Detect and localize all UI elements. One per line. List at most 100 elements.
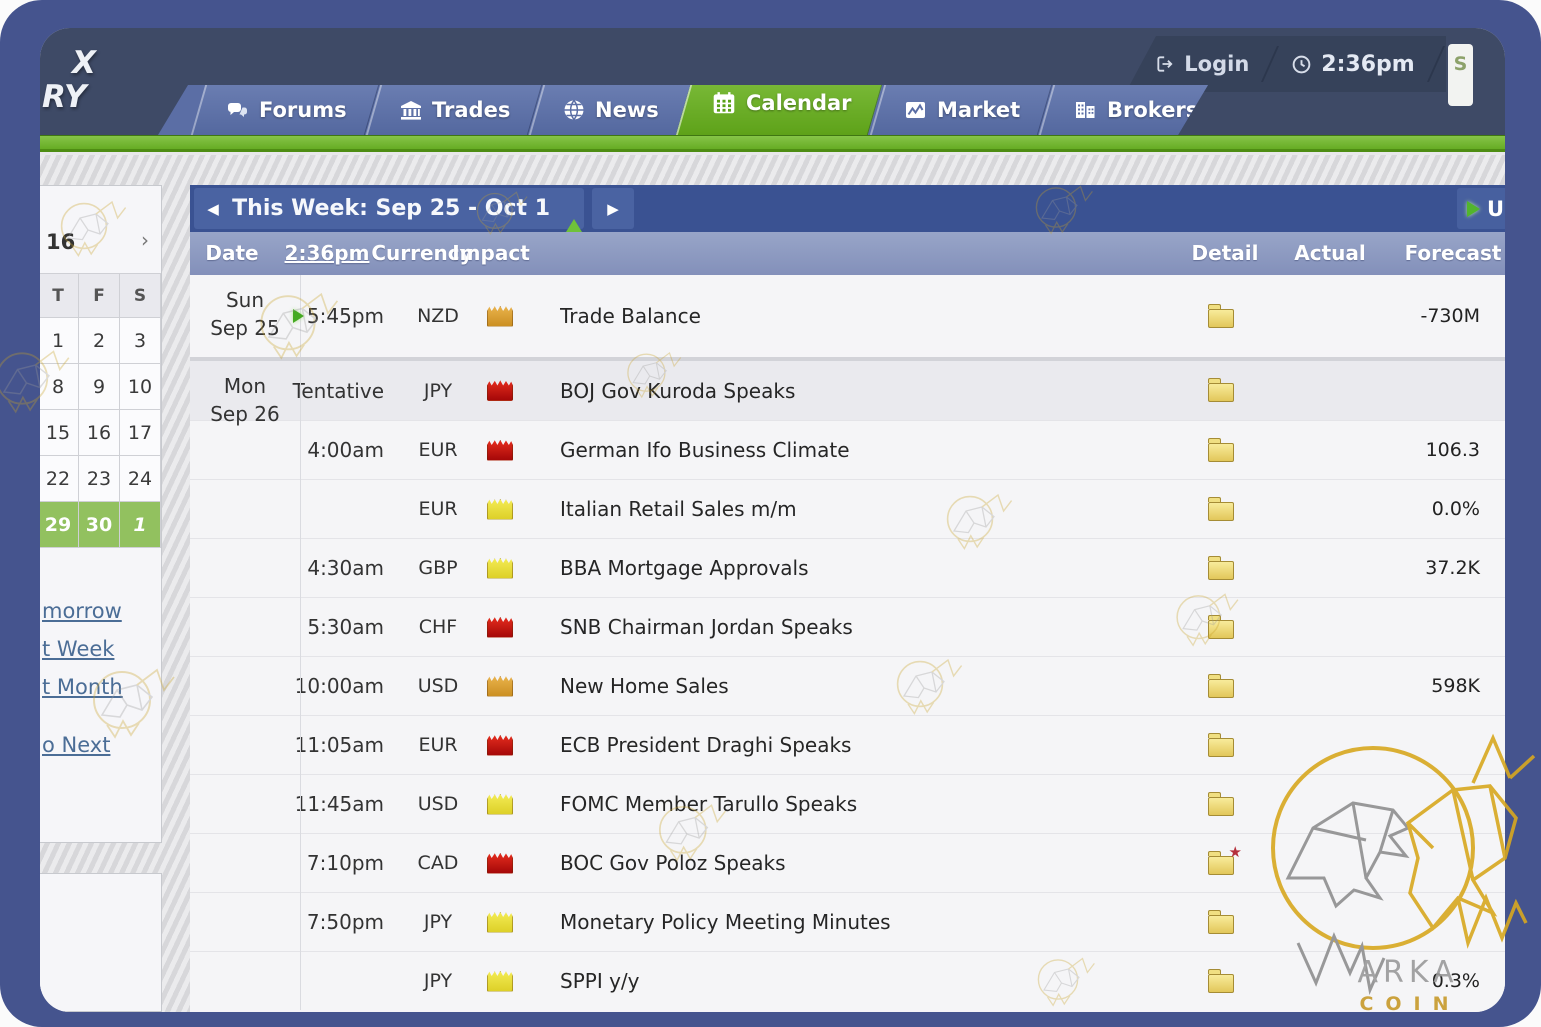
detail-cell[interactable] (1189, 673, 1253, 698)
detail-cell[interactable] (1189, 555, 1253, 580)
calendar-day[interactable]: 15 (40, 410, 79, 456)
detail-cell[interactable] (1189, 968, 1253, 993)
up-next-button[interactable]: U (1457, 188, 1505, 229)
calendar-day[interactable]: 1 (40, 318, 79, 364)
search-box-fragment[interactable]: S (1448, 44, 1473, 106)
calendar-day-current-week[interactable]: 30 (79, 502, 120, 548)
prev-week-arrow[interactable]: ◀ (207, 199, 219, 218)
tab-brokers[interactable]: Brokers (1039, 85, 1231, 135)
detail-cell[interactable] (1189, 432, 1253, 462)
table-row[interactable]: JPY SPPI y/y 0.3% (190, 951, 1505, 1010)
calendar-day[interactable]: 10 (120, 364, 161, 410)
calendar-day[interactable]: 2 (79, 318, 120, 364)
event-title[interactable]: BOC Gov Poloz Speaks (560, 851, 786, 875)
forexfactory-logo[interactable]: X RY (42, 46, 97, 114)
detail-cell[interactable] (1189, 378, 1253, 402)
tab-brokers-label: Brokers (1107, 98, 1199, 122)
table-row[interactable]: 11:05am EUR ECB President Draghi Speaks (190, 715, 1505, 774)
table-row[interactable]: 5:45pm NZD Trade Balance -730M (190, 275, 1505, 357)
event-title[interactable]: BOJ Gov Kuroda Speaks (560, 378, 796, 403)
tab-forums[interactable]: Forums (191, 85, 379, 135)
folder-icon[interactable] (1208, 555, 1234, 580)
table-row[interactable]: 4:00am EUR German Ifo Business Climate 1… (190, 420, 1505, 479)
table-row[interactable]: 7:50pm JPY Monetary Policy Meeting Minut… (190, 892, 1505, 951)
impact-icon (487, 793, 513, 815)
search-fragment-label: S (1453, 53, 1468, 75)
event-forecast: 106.3 (1425, 439, 1480, 461)
folder-icon[interactable] (1208, 303, 1234, 328)
folder-icon[interactable] (1208, 432, 1240, 462)
event-title[interactable]: SPPI y/y (560, 969, 640, 993)
event-currency: USD (417, 793, 459, 815)
next-month-arrow[interactable]: › (141, 228, 149, 252)
calendar-day[interactable]: 22 (40, 456, 79, 502)
impact-cell (480, 675, 520, 697)
calendar-day[interactable]: 23 (79, 456, 120, 502)
event-title[interactable]: German Ifo Business Climate (560, 438, 850, 462)
folder-icon[interactable] (1208, 909, 1234, 934)
tab-calendar-label: Calendar (745, 91, 852, 115)
table-row[interactable]: 5:30am CHF SNB Chairman Jordan Speaks (190, 597, 1505, 656)
calendar-day[interactable]: 24 (120, 456, 161, 502)
sidebar-lower-panel (40, 873, 162, 1012)
calendar-day-current-week[interactable]: 29 (40, 502, 79, 548)
economic-calendar: ◀ This Week: Sep 25 - Oct 1 ▶ U Date 2:3… (190, 185, 1505, 1012)
tab-market-label: Market (937, 98, 1021, 122)
detail-cell[interactable] (1189, 909, 1253, 934)
folder-icon[interactable] (1208, 614, 1234, 639)
calendar-day[interactable]: 9 (79, 364, 120, 410)
event-title[interactable]: Monetary Policy Meeting Minutes (560, 910, 891, 934)
login-button[interactable]: Login (1135, 52, 1269, 76)
tab-trades[interactable]: Trades (365, 85, 542, 135)
tab-news[interactable]: News (529, 85, 691, 135)
col-time-link[interactable]: 2:36pm (284, 241, 370, 265)
table-row[interactable]: 10:00am USD New Home Sales 598K (190, 656, 1505, 715)
detail-cell[interactable] (1189, 791, 1253, 816)
sidebar-gap (40, 843, 162, 873)
brokers-icon (1072, 98, 1098, 122)
event-title[interactable]: New Home Sales (560, 674, 729, 698)
day-header: T (40, 274, 79, 318)
table-row[interactable]: 7:10pm CAD BOC Gov Poloz Speaks (190, 833, 1505, 892)
tab-market[interactable]: Market (870, 85, 1052, 135)
detail-cell[interactable] (1189, 843, 1253, 875)
detail-cell[interactable] (1189, 614, 1253, 639)
calendar-day[interactable]: 16 (79, 410, 120, 456)
calendar-day[interactable]: 8 (40, 364, 79, 410)
folder-icon[interactable] (1208, 968, 1234, 993)
event-time-label: 11:45am (294, 792, 384, 816)
calendar-day[interactable]: 17 (120, 410, 161, 456)
link-next-week[interactable]: t Week (42, 637, 115, 661)
event-title[interactable]: SNB Chairman Jordan Speaks (560, 615, 853, 639)
detail-cell[interactable] (1189, 496, 1253, 521)
event-time-label: 4:30am (307, 556, 384, 580)
tab-calendar[interactable]: Calendar (675, 71, 885, 135)
table-row[interactable]: 4:30am GBP BBA Mortgage Approvals 37.2K (190, 538, 1505, 597)
folder-icon[interactable] (1208, 843, 1242, 875)
folder-icon[interactable] (1208, 791, 1234, 816)
link-tomorrow[interactable]: morrow (42, 599, 122, 623)
folder-icon[interactable] (1208, 727, 1240, 757)
link-go-to-next[interactable]: o Next (42, 733, 111, 757)
event-title[interactable]: Trade Balance (560, 304, 701, 328)
event-title[interactable]: ECB President Draghi Speaks (560, 733, 852, 757)
detail-cell[interactable] (1189, 303, 1253, 328)
event-currency: GBP (418, 557, 458, 579)
event-title[interactable]: FOMC Member Tarullo Speaks (560, 792, 858, 816)
event-title[interactable]: BBA Mortgage Approvals (560, 556, 809, 580)
detail-cell[interactable] (1189, 727, 1253, 757)
next-week-button[interactable]: ▶ (592, 188, 634, 229)
table-row[interactable]: EUR Italian Retail Sales m/m 0.0% (190, 479, 1505, 538)
folder-icon[interactable] (1208, 378, 1234, 402)
week-title-box: ◀ This Week: Sep 25 - Oct 1 (194, 188, 584, 229)
table-row[interactable]: 11:45am USD FOMC Member Tarullo Speaks (190, 774, 1505, 833)
week-navigation-bar: ◀ This Week: Sep 25 - Oct 1 ▶ U (190, 185, 1505, 232)
folder-icon[interactable] (1208, 496, 1234, 521)
link-next-month[interactable]: t Month (42, 675, 123, 699)
folder-icon[interactable] (1208, 673, 1234, 698)
table-row[interactable]: Tentative JPY BOJ Gov Kuroda Speaks (190, 361, 1505, 420)
calendar-day[interactable]: 3 (120, 318, 161, 364)
event-time-label: 5:45pm (306, 304, 384, 328)
event-title[interactable]: Italian Retail Sales m/m (560, 497, 797, 521)
calendar-day-current-week[interactable]: 1 (120, 502, 161, 548)
